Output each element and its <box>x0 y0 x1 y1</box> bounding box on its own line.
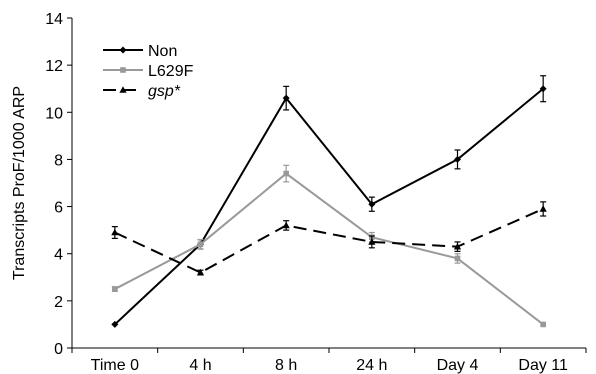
legend-label: Non <box>148 43 177 60</box>
x-tick-label: Time 0 <box>91 357 139 374</box>
data-point <box>454 255 461 262</box>
axes: 0 2 4 6 8 10 12 14 Time 0 4 h 8 h 24 h Day 4 Day 11 <box>45 11 587 374</box>
data-point <box>196 268 205 276</box>
series-2 <box>111 201 547 276</box>
y-axis-title: Transcripts ProF/1000 ARP <box>11 86 28 280</box>
x-tick-label: 4 h <box>189 357 211 374</box>
y-tick-label: 4 <box>54 247 63 264</box>
y-tick-label: 0 <box>54 341 63 358</box>
y-tick-label: 10 <box>45 105 63 122</box>
series-0 <box>111 75 547 328</box>
legend: Non L629F gsp* <box>103 43 194 100</box>
data-point <box>197 241 204 248</box>
data-point <box>540 321 546 328</box>
y-tick-label: 8 <box>54 152 63 169</box>
data-point <box>283 170 289 177</box>
x-tick-label: Day 4 <box>437 357 479 374</box>
y-tick-label: 6 <box>54 200 63 217</box>
y-tick-label: 2 <box>54 294 63 311</box>
series-line <box>114 172 544 326</box>
data-point <box>539 205 547 212</box>
legend-item: gsp* <box>103 83 181 100</box>
data-point <box>454 155 461 163</box>
data-point <box>282 94 290 102</box>
data-point <box>453 242 462 250</box>
legend-label: gsp* <box>148 83 181 100</box>
data-point <box>111 228 119 236</box>
x-tick-label: Day 11 <box>518 357 568 374</box>
x-tick-label: 24 h <box>356 357 387 374</box>
data-point <box>539 85 547 93</box>
legend-marker <box>120 67 126 73</box>
data-point <box>368 200 376 208</box>
series-1 <box>111 164 546 328</box>
x-tick-label: 8 h <box>275 357 297 374</box>
series-line <box>114 208 544 274</box>
data-point <box>111 320 119 328</box>
legend-item: L629F <box>103 63 194 80</box>
y-tick-label: 14 <box>45 11 63 28</box>
data-point <box>112 286 118 292</box>
legend-marker <box>119 86 127 93</box>
plot-area <box>111 75 547 328</box>
legend-label: L629F <box>148 63 194 80</box>
legend-item: Non <box>103 43 177 60</box>
series-line <box>114 87 544 326</box>
data-point <box>368 238 376 245</box>
y-tick-label: 12 <box>45 58 63 75</box>
legend-marker <box>119 46 127 54</box>
data-point <box>282 221 290 229</box>
